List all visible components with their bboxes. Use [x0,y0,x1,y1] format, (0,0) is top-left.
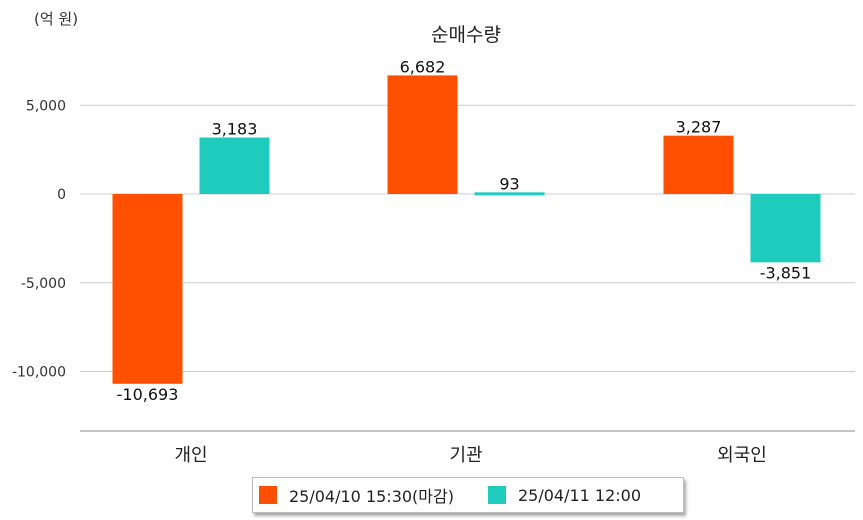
data-label: 93 [499,174,519,193]
data-label: 6,682 [400,57,446,76]
data-label: -10,693 [117,385,179,404]
legend-swatch-series-2 [487,486,506,504]
bar-1-1[interactable] [387,75,458,194]
legend-label-series-1: 25/04/10 15:30(마감) [289,487,454,506]
bar-chart: 5,000 0 -5,000 -10,000 -10,693 3,183 6,682 93 3… [12,57,855,466]
legend-item-series-1[interactable]: 25/04/10 15:30(마감) [259,483,454,507]
x-tick-label: 외국인 [717,445,767,466]
y-tick-label: 5,000 [26,98,66,114]
data-label: 3,287 [676,118,722,137]
legend-swatch-series-1 [259,486,277,504]
bar-2-1[interactable] [474,192,545,196]
data-label: -3,851 [760,263,812,282]
bar-2-2[interactable] [750,194,821,263]
x-tick-label: 개인 [174,445,207,466]
legend-item-series-2[interactable]: 25/04/11 12:00 [487,485,642,505]
value-labels: -10,693 3,183 6,682 93 3,287 -3,851 [117,57,812,403]
unit-label: (억 원) [34,10,79,28]
bar-1-2[interactable] [663,135,734,194]
legend: 25/04/10 15:30(마감) 25/04/11 12:00 [252,477,684,513]
y-tick-label: -10,000 [12,365,66,381]
y-tick-label: 0 [57,187,66,203]
data-label: 3,183 [212,120,258,139]
y-tick-label: -5,000 [21,276,66,292]
legend-label-series-2: 25/04/11 12:00 [517,485,642,505]
x-axis: 개인 기관 외국인 [80,430,855,466]
bars [112,75,821,384]
chart-title: 순매수량 [431,24,501,46]
bar-2-0[interactable] [199,137,270,194]
bar-1-0[interactable] [112,194,183,384]
x-tick-label: 기관 [449,445,482,466]
